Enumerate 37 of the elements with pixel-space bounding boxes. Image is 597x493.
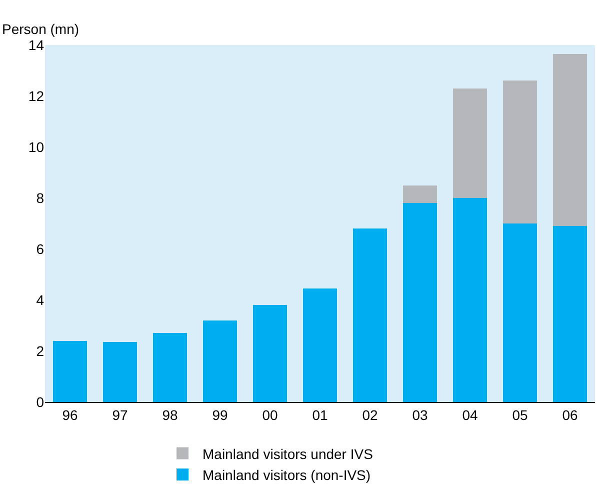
bar [53,340,87,402]
bar [553,226,587,402]
x-tick-label: 04 [462,406,478,423]
x-tick-label: 05 [512,406,528,423]
x-tick-label: 98 [162,406,178,423]
bar [253,305,287,402]
legend-label: Mainland visitors under IVS [202,446,373,462]
x-tick-label: 00 [262,406,278,423]
bar [153,333,187,402]
bar [403,203,437,402]
bar [453,198,487,402]
x-tick-label: 01 [312,406,328,423]
x-tick-label: 96 [62,406,78,423]
y-tick-label: 8 [36,190,44,206]
bar [553,54,587,226]
bar [503,224,537,402]
y-tick-label: 0 [36,394,44,410]
x-tick-label: 02 [362,406,378,423]
y-tick-label: 2 [36,342,44,359]
y-tick-label: 4 [36,292,44,308]
x-tick-label: 03 [412,406,428,423]
y-tick-label: 10 [28,138,44,155]
x-tick-label: 99 [212,406,228,423]
bar [303,288,337,402]
y-tick-label: 6 [36,240,44,257]
bar [403,185,437,204]
bar [103,342,137,402]
x-tick-label: 97 [112,406,128,423]
legend-label: Mainland visitors (non-IVS) [202,466,371,483]
bar [503,80,537,224]
bar [453,88,487,198]
y-tick-label: 14 [28,36,44,53]
bar [203,320,237,402]
y-axis-title: Person (mn) [2,21,80,37]
bar [353,228,387,402]
x-tick-label: 06 [562,406,578,423]
y-tick-label: 12 [28,88,44,104]
